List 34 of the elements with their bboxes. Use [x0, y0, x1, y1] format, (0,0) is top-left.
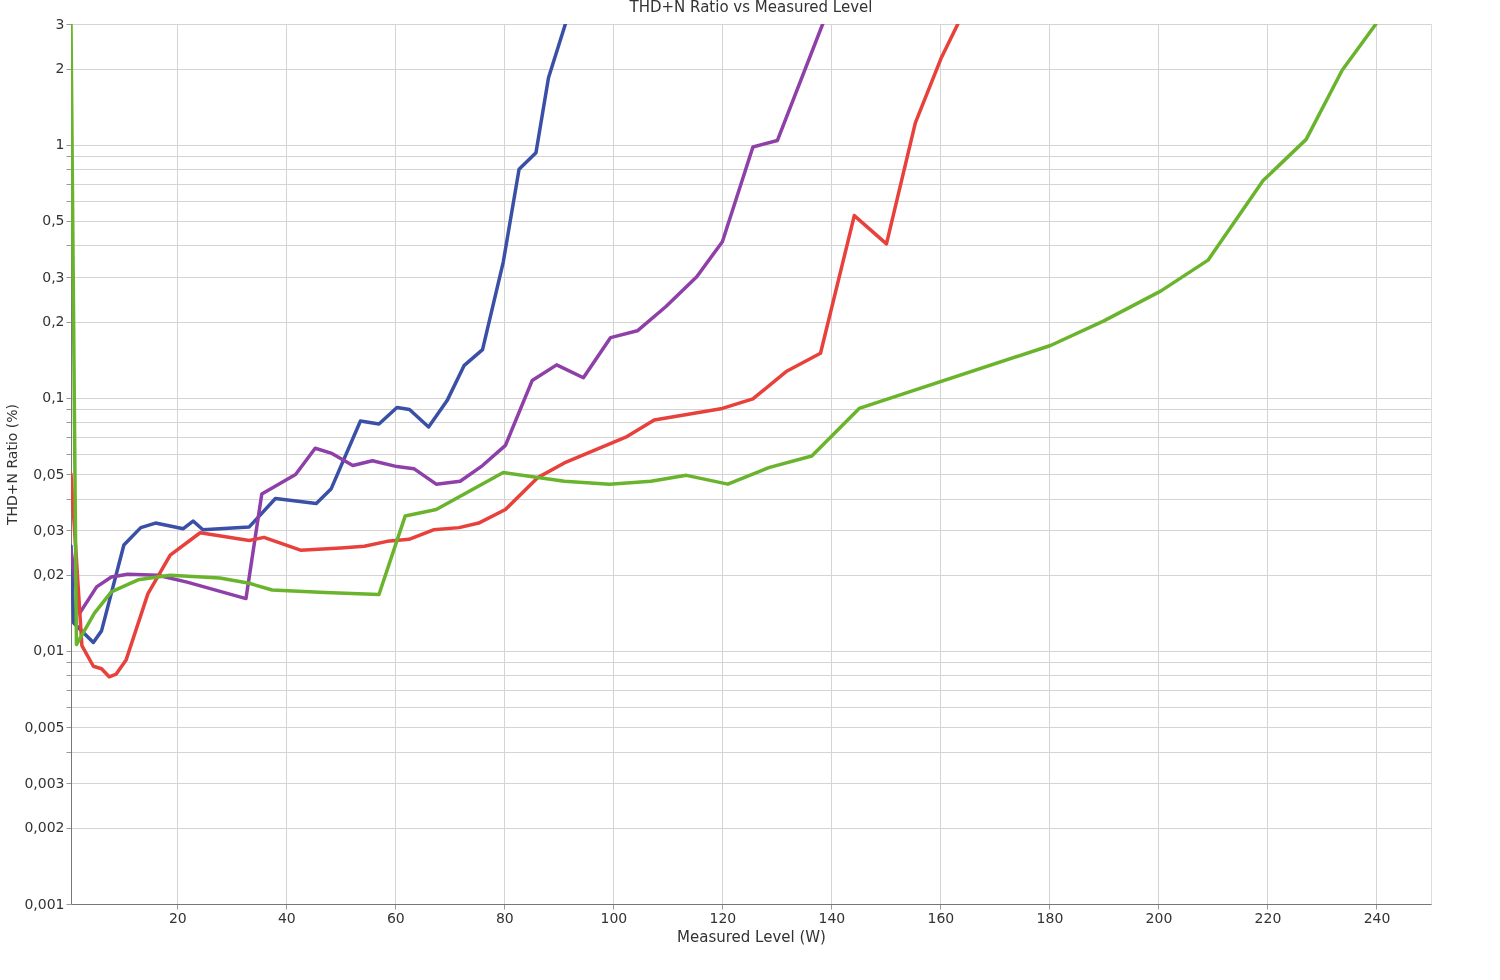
x-tick-label: 120 [709, 909, 737, 926]
y-tick-label: 0,5 [42, 212, 65, 229]
y-axis-title: THD+N Ratio (%) [4, 403, 21, 527]
y-tick-label: 0,2 [42, 313, 65, 330]
y-tick-label: 0,005 [24, 718, 65, 735]
x-tick-label: 100 [600, 909, 628, 926]
y-tick-label: 0,002 [24, 819, 65, 836]
line-series [71, 24, 1378, 647]
chart-title: THD+N Ratio vs Measured Level [628, 0, 873, 16]
x-tick-label: 140 [818, 909, 846, 926]
line-series [71, 24, 960, 679]
x-tick-label: 220 [1254, 909, 1282, 926]
x-tick-label: 40 [277, 909, 296, 926]
y-tick-label: 0,1 [42, 389, 65, 406]
line-series [71, 24, 825, 615]
x-tick-label: 60 [386, 909, 405, 926]
x-tick-label: 80 [495, 909, 514, 926]
y-tick-label: 0,3 [42, 268, 65, 285]
y-tick-label: 0,001 [24, 895, 65, 912]
y-tick-label: 3 [55, 15, 65, 32]
x-tick-label: 200 [1145, 909, 1173, 926]
y-tick-label: 0,01 [33, 642, 65, 659]
y-tick-label: 2 [55, 60, 65, 77]
y-tick-label: 0,02 [33, 566, 65, 583]
y-tick-label: 0,05 [33, 465, 65, 482]
x-tick-label: 240 [1363, 909, 1391, 926]
x-tick-label: 160 [927, 909, 955, 926]
y-tick-label: 0,003 [24, 774, 65, 791]
y-tick-label: 0,03 [33, 521, 65, 538]
line-series [71, 24, 568, 645]
y-tick-label: 1 [55, 136, 65, 153]
x-axis-title: Measured Level (W) [677, 927, 826, 946]
x-tick-label: 20 [168, 909, 187, 926]
x-tick-label: 180 [1036, 909, 1064, 926]
